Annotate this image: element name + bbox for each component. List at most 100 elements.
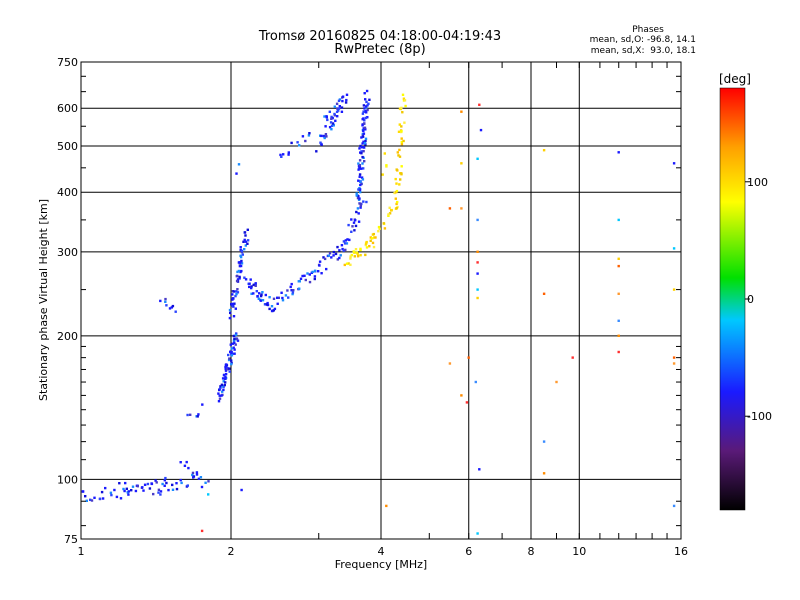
echo-point [280,155,283,158]
echo-point [238,275,241,279]
echo-point [363,126,367,129]
echo-point [344,101,348,104]
echo-point [236,291,240,294]
echo-point [261,299,265,302]
echo-point [397,154,400,157]
echo-point [197,477,201,480]
echo-point [179,478,182,482]
echo-point [168,307,172,310]
echo-point [232,334,235,338]
echo-point [159,490,163,493]
echo-point [555,380,558,384]
echo-point [332,254,335,257]
echo-point [233,352,236,355]
echo-point [350,218,353,221]
echo-point [390,208,393,212]
echo-point [235,172,238,175]
echo-point [335,102,339,105]
echo-point [246,242,249,245]
echo-point [272,297,276,300]
echo-point [244,244,247,247]
echo-point [232,339,236,342]
echo-point [358,147,361,150]
colorbar-tick-label: 100 [747,176,768,189]
echo-point [281,299,285,302]
echo-point [381,173,384,176]
echo-point [230,302,234,306]
echo-point [395,168,398,171]
echo-point [164,300,167,303]
echo-point [320,143,323,146]
echo-point [399,178,402,181]
echo-point [320,134,323,138]
y-tick-label: 300 [57,246,78,259]
echo-point [333,114,336,117]
echo-point [672,504,676,508]
echo-point [157,491,160,494]
echo-point [236,339,240,342]
echo-point [402,97,406,100]
x-tick-label: 4 [378,545,385,558]
echo-point [363,141,367,145]
echo-point [342,240,346,243]
echo-point [460,110,463,113]
echo-point [571,356,574,359]
echo-points [81,89,676,535]
echo-point [240,249,244,253]
echo-point [479,128,483,132]
echo-point [220,394,223,397]
echo-point [343,242,347,245]
y-tick-label: 75 [64,533,78,546]
echo-point [115,495,119,499]
echo-point [347,223,350,227]
echo-point [400,140,403,144]
echo-point [249,278,252,281]
echo-point [360,152,363,155]
echo-point [354,219,357,222]
echo-point [268,307,271,311]
echo-point [401,111,404,114]
echo-point [170,306,173,309]
echo-point [224,372,228,376]
echo-point [264,293,267,297]
echo-point [328,252,332,255]
stats-heading: Phases [632,25,664,35]
echo-point [254,284,257,287]
echo-point [240,259,243,263]
echo-point [225,363,228,366]
echo-point [542,149,546,152]
echo-point [448,207,452,210]
echo-point [101,497,105,500]
echo-point [227,358,231,362]
echo-point [368,98,371,101]
echo-point [396,151,399,154]
echo-point [349,255,352,258]
echo-point [218,388,221,391]
echo-point [358,159,362,162]
grid-lines [81,62,681,539]
echo-point [366,116,369,119]
echo-point [277,296,280,299]
echo-point [157,488,161,491]
echo-point [371,241,375,245]
echo-point [232,346,235,349]
echo-point [355,194,358,197]
echo-point [363,92,366,95]
echo-point [476,296,479,300]
echo-point [308,280,312,284]
echo-point [281,296,284,300]
echo-point [355,210,358,214]
echo-point [324,125,327,128]
echo-point [336,107,339,110]
echo-point [672,162,676,165]
echo-point [367,102,370,105]
echo-point [234,307,237,310]
echo-point [250,286,253,290]
echo-point [276,296,279,299]
echo-point [136,485,139,488]
echo-point [349,257,352,260]
echo-point [400,137,403,140]
echo-point [369,236,372,239]
echo-point [330,124,334,127]
